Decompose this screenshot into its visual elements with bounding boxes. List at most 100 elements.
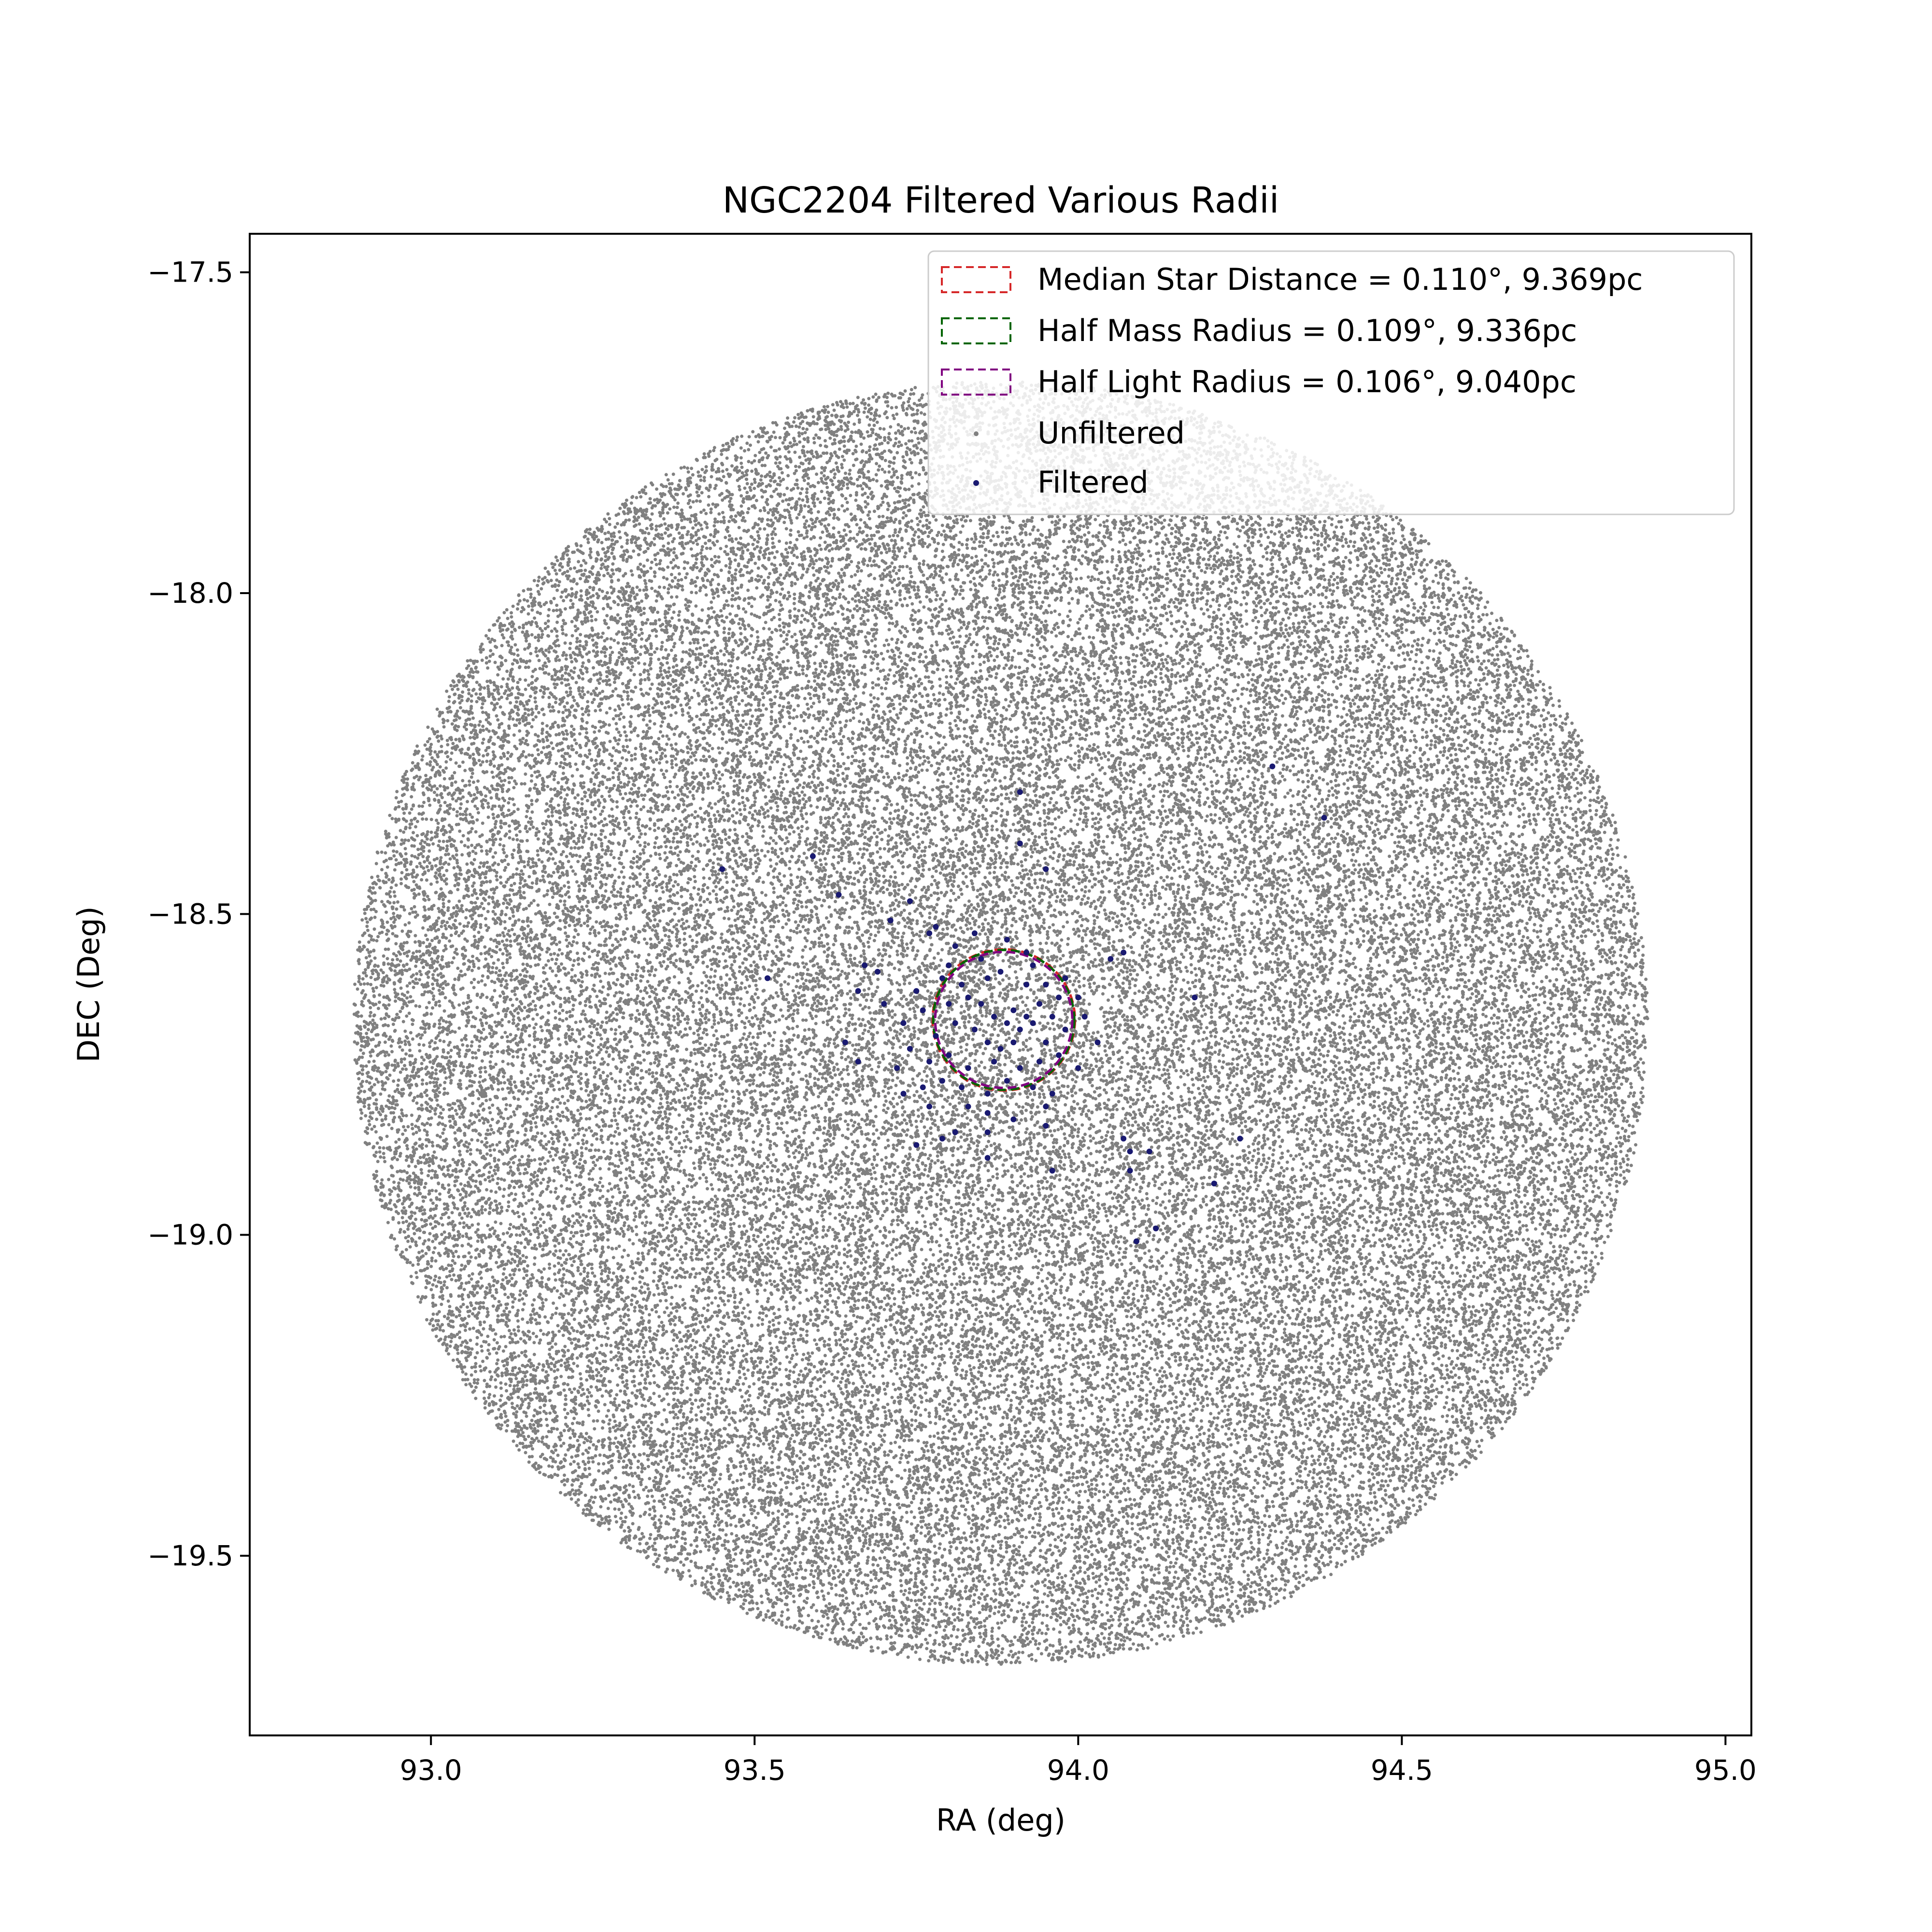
filtered-point	[1004, 937, 1010, 943]
filtered-point	[1030, 1084, 1036, 1091]
filtered-point	[984, 1039, 991, 1046]
x-tick-label: 94.5	[1371, 1754, 1433, 1787]
filtered-point	[991, 1058, 997, 1065]
filtered-point	[926, 930, 933, 937]
y-tick-label: −17.5	[147, 256, 233, 289]
filtered-point	[1062, 975, 1068, 981]
filtered-point	[926, 1058, 933, 1065]
filtered-point	[1036, 1058, 1042, 1065]
filtered-point	[984, 1091, 991, 1097]
filtered-point	[933, 1033, 939, 1039]
filtered-point	[907, 898, 913, 904]
filtered-point	[926, 1103, 933, 1109]
chart-title: NGC2204 Filtered Various Radii	[723, 180, 1279, 221]
legend-swatch-half-mass	[941, 317, 1011, 344]
filtered-point	[1146, 1148, 1152, 1154]
filtered-point	[1049, 1091, 1055, 1097]
y-tick-label: −18.0	[147, 577, 233, 610]
x-tick-label: 95.0	[1694, 1754, 1757, 1787]
filtered-point	[946, 962, 952, 968]
filtered-point	[933, 923, 939, 930]
filtered-point	[913, 1142, 920, 1148]
filtered-point	[965, 994, 971, 1001]
filtered-point	[971, 930, 978, 937]
filtered-point	[952, 1129, 958, 1136]
filtered-point	[1043, 1122, 1049, 1129]
filtered-point	[1192, 994, 1198, 1001]
filtered-point	[1023, 1013, 1030, 1020]
y-tick-label: −19.5	[147, 1539, 233, 1572]
filtered-point	[1023, 950, 1030, 956]
x-tick-label: 93.5	[724, 1754, 786, 1787]
legend-label-median: Median Star Distance = 0.110°, 9.369pc	[1037, 262, 1643, 297]
filtered-point	[991, 1013, 997, 1020]
filtered-point	[959, 1084, 965, 1091]
filtered-point	[874, 968, 881, 975]
filtered-point	[1017, 840, 1023, 847]
y-tick-label: −19.0	[147, 1219, 233, 1251]
filtered-point	[1030, 1020, 1036, 1026]
filtered-point	[946, 1052, 952, 1058]
filtered-point	[913, 988, 920, 994]
filtered-points	[719, 763, 1327, 1244]
filtered-point	[1036, 1001, 1042, 1007]
filtered-point	[939, 975, 945, 981]
filtered-point	[1127, 1148, 1133, 1154]
legend: Median Star Distance = 0.110°, 9.369pc H…	[927, 250, 1735, 515]
y-axis-label: DEC (Deg)	[71, 906, 106, 1063]
filtered-point	[1081, 1013, 1088, 1020]
filtered-point	[765, 975, 771, 981]
filtered-point	[1043, 1039, 1049, 1046]
filtered-point	[939, 1078, 945, 1084]
filtered-point	[862, 962, 868, 968]
filtered-point	[900, 1091, 907, 1097]
filtered-point	[946, 1001, 952, 1007]
filtered-point	[1049, 1167, 1055, 1174]
filtered-point	[1010, 1039, 1017, 1046]
filtered-point	[1017, 789, 1023, 795]
filtered-point	[1017, 1065, 1023, 1071]
x-tick-label: 93.0	[400, 1754, 462, 1787]
filtered-point	[965, 1103, 971, 1109]
legend-marker-unfiltered	[974, 431, 979, 436]
filtered-point	[1211, 1180, 1217, 1187]
x-axis-ticks: 93.0 93.5 94.0 94.5 95.0	[400, 1735, 1757, 1787]
legend-label-half-mass: Half Mass Radius = 0.109°, 9.336pc	[1037, 313, 1577, 348]
legend-swatch-half-light	[941, 369, 1011, 396]
filtered-point	[1049, 1013, 1055, 1020]
filtered-point	[1321, 815, 1327, 821]
legend-label-filtered: Filtered	[1037, 465, 1149, 500]
filtered-point	[920, 1084, 926, 1091]
filtered-point	[1075, 1065, 1081, 1071]
filtered-point	[1043, 981, 1049, 988]
filtered-point	[887, 917, 894, 923]
filtered-point	[984, 1110, 991, 1116]
filtered-point	[984, 1129, 991, 1136]
filtered-point	[965, 1065, 971, 1071]
axes-frame	[249, 233, 1752, 1736]
filtered-point	[1043, 1103, 1049, 1109]
y-tick-label: −18.5	[147, 897, 233, 930]
filtered-point	[1108, 956, 1114, 962]
filtered-point	[997, 968, 1004, 975]
radius-circles	[931, 948, 1077, 1092]
filtered-point	[1121, 1136, 1127, 1142]
filtered-point	[1030, 962, 1036, 968]
filtered-point	[1075, 994, 1081, 1001]
unfiltered-points	[352, 380, 1649, 1666]
filtered-point	[920, 1007, 926, 1013]
filtered-point	[1010, 1007, 1017, 1013]
legend-label-half-light: Half Light Radius = 0.106°, 9.040pc	[1037, 364, 1577, 399]
filtered-point	[881, 1001, 887, 1007]
filtered-point	[952, 1020, 958, 1026]
filtered-point	[810, 853, 816, 859]
filtered-point	[1094, 1039, 1101, 1046]
legend-marker-filtered	[973, 480, 979, 486]
filtered-point	[1043, 866, 1049, 872]
legend-label-unfiltered: Unfiltered	[1037, 415, 1185, 451]
filtered-point	[1121, 950, 1127, 956]
filtered-point	[1010, 1116, 1017, 1122]
filtered-point	[1133, 1238, 1139, 1244]
filtered-point	[1017, 1026, 1023, 1033]
